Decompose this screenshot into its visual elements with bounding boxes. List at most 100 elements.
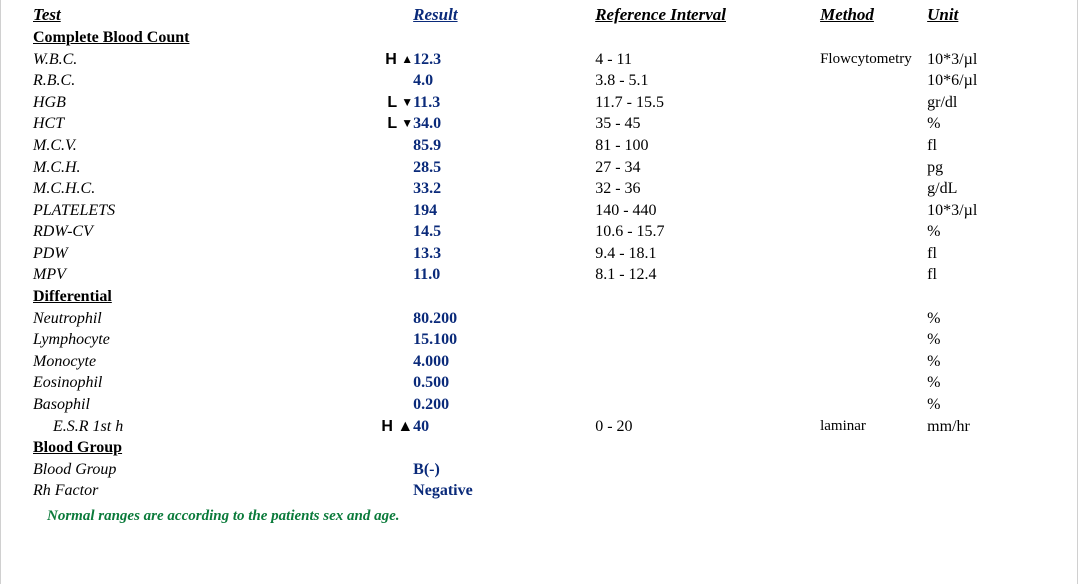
flag: L ▼ bbox=[354, 113, 413, 135]
header-test: Test bbox=[33, 4, 354, 27]
table-row: MPV 11.08.1 - 12.4 fl bbox=[33, 264, 1045, 286]
reference-interval: 8.1 - 12.4 bbox=[595, 264, 820, 286]
result-value: 28.5 bbox=[413, 157, 595, 179]
test-name: Eosinophil bbox=[33, 372, 354, 394]
reference-interval: 10.6 - 15.7 bbox=[595, 221, 820, 243]
table-row: HCTL ▼34.035 - 45% bbox=[33, 113, 1045, 135]
reference-interval bbox=[595, 394, 820, 416]
table-row: Eosinophil 0.500% bbox=[33, 372, 1045, 394]
result-value: 0.500 bbox=[413, 372, 595, 394]
test-name: M.C.V. bbox=[33, 135, 354, 157]
unit: 10*3/µl bbox=[927, 200, 1045, 222]
result-value: 194 bbox=[413, 200, 595, 222]
table-row: R.B.C.4.03.8 - 5.110*6/µl bbox=[33, 70, 1045, 92]
unit: 10*3/µl bbox=[927, 49, 1045, 71]
method bbox=[820, 157, 927, 179]
reference-interval bbox=[595, 351, 820, 373]
test-name: W.B.C. bbox=[33, 49, 354, 71]
method bbox=[820, 200, 927, 222]
test-name: M.C.H. bbox=[33, 157, 354, 179]
method bbox=[820, 329, 927, 351]
unit: pg bbox=[927, 157, 1045, 179]
header-unit: Unit bbox=[927, 4, 1045, 27]
reference-interval bbox=[595, 480, 820, 502]
reference-interval: 9.4 - 18.1 bbox=[595, 243, 820, 265]
flag bbox=[354, 264, 413, 286]
method bbox=[820, 308, 927, 330]
unit bbox=[927, 480, 1045, 502]
reference-interval bbox=[595, 372, 820, 394]
result-value: 33.2 bbox=[413, 178, 595, 200]
reference-interval: 140 - 440 bbox=[595, 200, 820, 222]
reference-interval: 27 - 34 bbox=[595, 157, 820, 179]
lab-results-table: Test Result Reference Interval Method Un… bbox=[33, 4, 1045, 502]
result-value: 14.5 bbox=[413, 221, 595, 243]
test-name: Basophil bbox=[33, 394, 354, 416]
result-value: 40 bbox=[413, 416, 595, 438]
unit: g/dL bbox=[927, 178, 1045, 200]
method bbox=[820, 372, 927, 394]
result-value: 4.0 bbox=[413, 70, 595, 92]
test-name: Neutrophil bbox=[33, 308, 354, 330]
test-name: Lymphocyte bbox=[33, 329, 354, 351]
result-value: 12.3 bbox=[413, 49, 595, 71]
unit: % bbox=[927, 394, 1045, 416]
header-reference: Reference Interval bbox=[595, 4, 820, 27]
table-row: M.C.H.C.33.232 - 36g/dL bbox=[33, 178, 1045, 200]
flag bbox=[354, 70, 413, 92]
flag bbox=[354, 480, 413, 502]
flag: L ▼ bbox=[354, 92, 413, 114]
footnote: Normal ranges are according to the patie… bbox=[33, 502, 1045, 525]
method bbox=[820, 70, 927, 92]
flag: H ▲ bbox=[354, 416, 413, 438]
test-name: MPV bbox=[33, 264, 354, 286]
test-name: Blood Group bbox=[33, 459, 354, 481]
reference-interval: 11.7 - 15.5 bbox=[595, 92, 820, 114]
unit: % bbox=[927, 372, 1045, 394]
flag bbox=[354, 178, 413, 200]
flag bbox=[354, 351, 413, 373]
flag bbox=[354, 308, 413, 330]
method bbox=[820, 264, 927, 286]
test-name: PDW bbox=[33, 243, 354, 265]
reference-interval: 81 - 100 bbox=[595, 135, 820, 157]
result-value: 13.3 bbox=[413, 243, 595, 265]
method bbox=[820, 178, 927, 200]
test-name: Monocyte bbox=[33, 351, 354, 373]
flag bbox=[354, 157, 413, 179]
test-name: R.B.C. bbox=[33, 70, 354, 92]
unit: fl bbox=[927, 243, 1045, 265]
method bbox=[820, 113, 927, 135]
flag bbox=[354, 459, 413, 481]
flag bbox=[354, 243, 413, 265]
result-value: 0.200 bbox=[413, 394, 595, 416]
reference-interval: 0 - 20 bbox=[595, 416, 820, 438]
section-differential: Differential bbox=[33, 286, 1045, 308]
result-value: 11.3 bbox=[413, 92, 595, 114]
result-value: 15.100 bbox=[413, 329, 595, 351]
method bbox=[820, 243, 927, 265]
unit: mm/hr bbox=[927, 416, 1045, 438]
result-value: 4.000 bbox=[413, 351, 595, 373]
flag bbox=[354, 329, 413, 351]
unit: % bbox=[927, 308, 1045, 330]
result-value: 11.0 bbox=[413, 264, 595, 286]
result-value: B(-) bbox=[413, 459, 595, 481]
test-name: RDW-CV bbox=[33, 221, 354, 243]
header-method: Method bbox=[820, 4, 927, 27]
table-row: M.C.V.85.981 - 100fl bbox=[33, 135, 1045, 157]
table-row: Neutrophil80.200% bbox=[33, 308, 1045, 330]
table-row: PDW 13.39.4 - 18.1 fl bbox=[33, 243, 1045, 265]
unit: fl bbox=[927, 135, 1045, 157]
test-name: HCT bbox=[33, 113, 354, 135]
flag bbox=[354, 135, 413, 157]
table-row: Monocyte 4.000% bbox=[33, 351, 1045, 373]
section-blood-group: Blood Group bbox=[33, 437, 1045, 459]
unit: fl bbox=[927, 264, 1045, 286]
flag bbox=[354, 200, 413, 222]
method bbox=[820, 459, 927, 481]
flag bbox=[354, 394, 413, 416]
reference-interval: 35 - 45 bbox=[595, 113, 820, 135]
unit: % bbox=[927, 351, 1045, 373]
reference-interval: 32 - 36 bbox=[595, 178, 820, 200]
